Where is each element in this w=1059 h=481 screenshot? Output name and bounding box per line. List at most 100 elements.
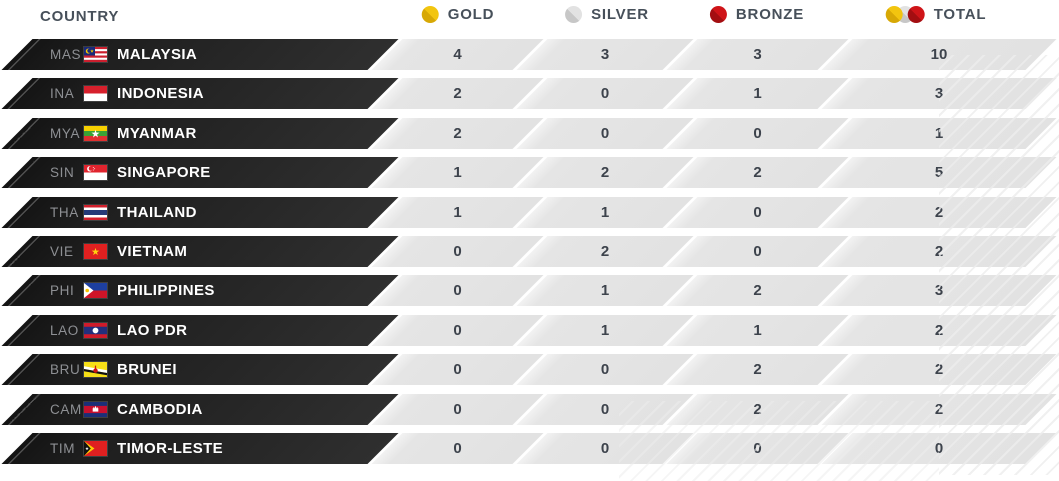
country-row[interactable]: SIN SINGAPORE 1 2 2 5 (0, 157, 1059, 189)
gold-column-header: GOLD (421, 6, 495, 23)
country-flag-icon-bru (83, 361, 108, 379)
country-flag-icon-mya (83, 124, 108, 142)
gold-count: 1 (453, 164, 462, 182)
silver-count: 2 (600, 164, 610, 182)
country-row[interactable]: THA THAILAND 1 1 0 2 (0, 196, 1059, 228)
total-count-cell: 3 (821, 78, 1057, 110)
country-row[interactable]: MYA MYANMAR 2 0 0 1 (0, 117, 1059, 149)
silver-count-cell: 3 (516, 39, 694, 70)
gold-count: 0 (453, 361, 462, 379)
silver-count-cell: 0 (516, 432, 694, 464)
bronze-column-header: BRONZE (709, 6, 805, 23)
bronze-count: 0 (753, 439, 762, 457)
total-count-cell: 1 (821, 117, 1057, 149)
country-flag-icon-ina (83, 85, 108, 103)
country-label-cell: VIE VIETNAM (1, 235, 399, 267)
country-flag-icon-vie (83, 242, 108, 260)
total-count-cell: 2 (821, 314, 1057, 346)
total-count: 3 (934, 85, 944, 103)
country-column-header: COUNTRY (40, 8, 120, 25)
silver-count-cell: 0 (516, 393, 694, 425)
gold-count: 0 (453, 282, 462, 300)
bronze-count-cell: 3 (666, 39, 849, 70)
country-flag-icon-phi (83, 282, 108, 300)
country-row[interactable]: TIM TIMOR-LESTE 0 0 0 0 (0, 432, 1059, 464)
bronze-count: 2 (753, 400, 762, 418)
total-count-cell: 2 (821, 235, 1057, 267)
silver-count: 3 (600, 46, 610, 63)
country-name: CAMBODIA (117, 400, 203, 418)
total-count: 1 (934, 124, 944, 142)
bronze-count: 1 (753, 85, 762, 103)
total-column-header: TOTAL (885, 6, 987, 23)
country-label-cell: PHI PHILIPPINES (1, 275, 399, 307)
bronze-count: 1 (753, 321, 762, 339)
country-code: CAM (50, 401, 82, 417)
bronze-medal-icon (709, 6, 727, 23)
total-count-cell: 2 (821, 393, 1057, 425)
gold-count-cell: 0 (371, 354, 544, 386)
country-name: MALAYSIA (117, 46, 198, 63)
total-column-label: TOTAL (933, 6, 987, 23)
country-row[interactable]: PHI PHILIPPINES 0 1 2 3 (0, 275, 1059, 307)
total-count: 2 (934, 321, 944, 339)
total-count-cell: 2 (821, 354, 1057, 386)
total-count: 2 (934, 400, 944, 418)
country-name: INDONESIA (117, 85, 204, 103)
country-label-cell: MAS MALAYSIA (1, 39, 399, 70)
country-row[interactable]: MAS MALAYSIA 4 3 3 10 (0, 39, 1059, 70)
silver-medal-icon (565, 6, 583, 23)
country-flag-icon-lao (83, 321, 108, 339)
country-row[interactable]: LAO LAO PDR 0 1 1 2 (0, 314, 1059, 346)
gold-count-cell: 1 (371, 196, 544, 228)
country-code: INA (50, 86, 75, 102)
silver-count: 0 (600, 439, 610, 457)
bronze-count-cell: 0 (666, 432, 849, 464)
gold-count-cell: 2 (371, 117, 544, 149)
total-count: 0 (934, 439, 944, 457)
total-count: 2 (934, 242, 944, 260)
gold-count: 1 (453, 203, 462, 221)
country-row[interactable]: VIE VIETNAM 0 2 0 2 (0, 235, 1059, 267)
bronze-count: 0 (753, 242, 762, 260)
silver-count-cell: 0 (516, 354, 694, 386)
silver-count: 1 (600, 203, 610, 221)
country-row[interactable]: BRU BRUNEI 0 0 2 2 (0, 354, 1059, 386)
silver-column-label: SILVER (591, 6, 649, 23)
bronze-count-cell: 2 (666, 157, 849, 189)
silver-count: 0 (600, 400, 610, 418)
country-label-cell: BRU BRUNEI (1, 354, 399, 386)
country-label-cell: TIM TIMOR-LESTE (1, 432, 399, 464)
gold-count-cell: 2 (371, 78, 544, 110)
country-label-cell: LAO LAO PDR (1, 314, 399, 346)
country-flag-icon-cam (83, 400, 108, 418)
silver-count-cell: 2 (516, 157, 694, 189)
country-code: SIN (50, 165, 75, 181)
country-flag-icon-sin (83, 164, 108, 182)
bronze-column-label: BRONZE (735, 6, 805, 23)
country-flag-icon-mas (83, 46, 108, 63)
gold-count-cell: 4 (371, 39, 544, 70)
country-name: THAILAND (117, 203, 197, 221)
silver-count: 1 (600, 321, 610, 339)
country-name: MYANMAR (117, 124, 197, 142)
gold-count: 2 (453, 85, 462, 103)
total-count: 3 (934, 282, 944, 300)
silver-count: 0 (600, 124, 610, 142)
total-count: 2 (934, 203, 944, 221)
silver-count: 0 (600, 361, 610, 379)
silver-column-header: SILVER (565, 6, 649, 23)
country-code: TIM (50, 440, 76, 456)
country-label-cell: INA INDONESIA (1, 78, 399, 110)
silver-count-cell: 0 (516, 117, 694, 149)
country-flag-icon-tim (83, 439, 108, 457)
bronze-count-cell: 2 (666, 393, 849, 425)
country-code: THA (50, 204, 79, 220)
bronze-count: 2 (753, 282, 762, 300)
country-row[interactable]: INA INDONESIA 2 0 1 3 (0, 78, 1059, 110)
total-count-cell: 3 (821, 275, 1057, 307)
country-row[interactable]: CAM CAMBODIA 0 0 2 2 (0, 393, 1059, 425)
gold-count-cell: 0 (371, 275, 544, 307)
total-count: 10 (930, 46, 948, 63)
bronze-count: 0 (753, 203, 762, 221)
